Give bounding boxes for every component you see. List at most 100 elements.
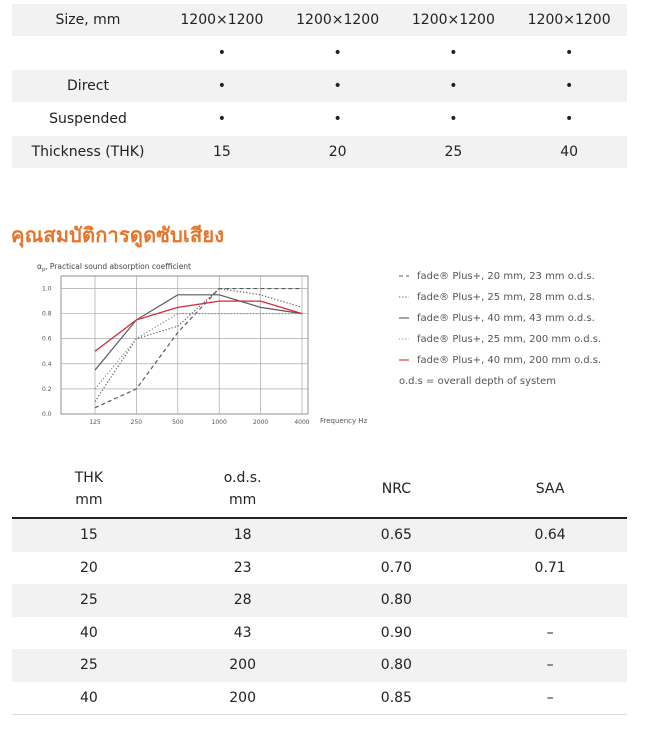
- chart-svg: 0.0 0.2 0.4 0.6 0.8 1.0 125 250 500 1000 2000 4000 α…: [37, 262, 601, 426]
- x-tick-label: 250: [131, 419, 143, 426]
- table-cell: 0.70: [319, 551, 474, 584]
- spec-cell: •: [511, 36, 627, 70]
- series-line-5: [94, 300, 303, 352]
- spec-cell: •: [164, 69, 280, 103]
- table-cell: 20: [12, 551, 166, 584]
- spec-cell: •: [279, 36, 396, 70]
- spec-cell: •: [511, 69, 627, 103]
- table-row: 25 200 0.80 –: [12, 649, 627, 682]
- header-line: mm: [75, 491, 103, 508]
- table-cell: 18: [165, 518, 320, 552]
- spec-row-direct: Direct • • • •: [12, 69, 627, 103]
- header-line: mm: [228, 491, 257, 508]
- spec-row-label: Thickness (THK): [12, 135, 164, 169]
- y-tick-label: 1.0: [42, 286, 52, 293]
- table-cell: 23: [165, 551, 320, 584]
- table-cell: 15: [12, 518, 166, 552]
- header-line: SAA: [535, 480, 565, 497]
- plot-frame: [60, 275, 309, 415]
- table-cell: [473, 584, 627, 617]
- spec-cell: 40: [511, 135, 627, 169]
- table-header-row: THK mm o.d.s. mm NRC SAA: [12, 460, 627, 519]
- chart-note: o.d.s = overall depth of system: [399, 376, 556, 387]
- spec-cell: 20: [279, 135, 396, 169]
- legend-entry: fade® Plus+, 40 mm, 43 mm o.d.s.: [417, 313, 595, 324]
- table-cell: 43: [165, 616, 320, 649]
- sound-absorption-chart: 0.0 0.2 0.4 0.6 0.8 1.0 125 250 500 1000 2000 4000 α…: [28, 254, 628, 432]
- spec-cell: 1200×1200: [511, 4, 627, 37]
- spec-cell: •: [164, 102, 280, 136]
- spec-cell: •: [395, 102, 512, 136]
- series-line-2: [94, 287, 303, 402]
- table-row: 15 18 0.65 0.64: [12, 518, 627, 552]
- spec-row-label: Size, mm: [12, 4, 164, 37]
- table-cell: 0.71: [473, 551, 627, 584]
- y-tick-label: 0.4: [42, 361, 52, 368]
- table-cell: 0.80: [319, 584, 474, 617]
- spec-cell: •: [279, 69, 396, 103]
- header-line: THK: [74, 469, 103, 486]
- table-cell: 40: [12, 616, 166, 649]
- column-header-ods: o.d.s. mm: [165, 460, 320, 519]
- x-tick-label: 125: [89, 419, 101, 426]
- spec-row-label: Suspended: [12, 102, 164, 136]
- y-tick-label: 0.2: [42, 386, 52, 393]
- spec-cell: •: [279, 102, 396, 136]
- table-row: 40 43 0.90 –: [12, 616, 627, 649]
- table-cell: 0.64: [473, 518, 627, 552]
- spec-row-size: Size, mm 1200×1200 1200×1200 1200×1200 1…: [12, 4, 627, 37]
- legend-entry: fade® Plus+, 40 mm, 200 mm o.d.s.: [417, 355, 601, 366]
- spec-row-suspended: Suspended • • • •: [12, 102, 627, 136]
- legend-entry: fade® Plus+, 20 mm, 23 mm o.d.s.: [417, 271, 595, 282]
- table-cell: 200: [165, 649, 320, 682]
- table-row: 25 28 0.80: [12, 584, 627, 617]
- table-row: 40 200 0.85 –: [12, 681, 627, 715]
- table-cell: 40: [12, 681, 166, 715]
- x-tick-label: 500: [172, 419, 184, 426]
- spec-row-label: [12, 36, 164, 70]
- table-cell: 0.85: [319, 681, 474, 715]
- table-cell: 0.65: [319, 518, 474, 552]
- table-cell: 200: [165, 681, 320, 715]
- x-axis-label: Frequency Hz: [320, 417, 368, 425]
- spec-cell: 25: [395, 135, 512, 169]
- y-axis-title: αp, Practical sound absorption coefficie…: [37, 262, 191, 273]
- series-line-3: [94, 294, 303, 371]
- header-line: o.d.s.: [223, 469, 262, 486]
- spec-cell: •: [395, 69, 512, 103]
- spec-cell: 1200×1200: [279, 4, 396, 37]
- spec-cell: •: [511, 102, 627, 136]
- table-cell: 0.90: [319, 616, 474, 649]
- legend-entry: fade® Plus+, 25 mm, 28 mm o.d.s.: [417, 292, 595, 303]
- table-cell: –: [473, 616, 627, 649]
- table-cell: –: [473, 681, 627, 715]
- series-line-1: [94, 287, 302, 409]
- table-cell: 28: [165, 584, 320, 617]
- spec-cell: •: [164, 36, 280, 70]
- table-cell: 25: [12, 584, 166, 617]
- spec-row-thickness: Thickness (THK) 15 20 25 40: [12, 135, 627, 169]
- spec-cell: •: [395, 36, 512, 70]
- x-tick-label: 1000: [212, 419, 227, 426]
- y-tick-label: 0.0: [42, 411, 52, 418]
- legend-entry: fade® Plus+, 25 mm, 200 mm o.d.s.: [417, 334, 601, 345]
- spec-row-unlabeled: • • • •: [12, 36, 627, 70]
- spec-cell: 1200×1200: [164, 4, 280, 37]
- acoustic-data-table: THK mm o.d.s. mm NRC SAA 15 18 0.65 0.64…: [12, 460, 627, 715]
- y-tick-label: 0.8: [42, 311, 52, 318]
- y-tick-label: 0.6: [42, 336, 52, 343]
- table-cell: –: [473, 649, 627, 682]
- table-cell: 0.80: [319, 649, 474, 682]
- column-header-nrc: NRC: [319, 460, 474, 519]
- table-cell: 25: [12, 649, 166, 682]
- table-row: 20 23 0.70 0.71: [12, 551, 627, 584]
- spec-row-label: Direct: [12, 69, 164, 103]
- spec-cell: 15: [164, 135, 280, 169]
- column-header-saa: SAA: [473, 460, 627, 519]
- series-line-4: [94, 313, 302, 390]
- x-tick-label: 4000: [294, 419, 309, 426]
- specification-table: Size, mm 1200×1200 1200×1200 1200×1200 1…: [12, 4, 627, 169]
- header-line: NRC: [381, 480, 412, 497]
- x-tick-label: 2000: [253, 419, 268, 426]
- section-title: คุณสมบัติการดูดซับเสียง: [11, 223, 225, 247]
